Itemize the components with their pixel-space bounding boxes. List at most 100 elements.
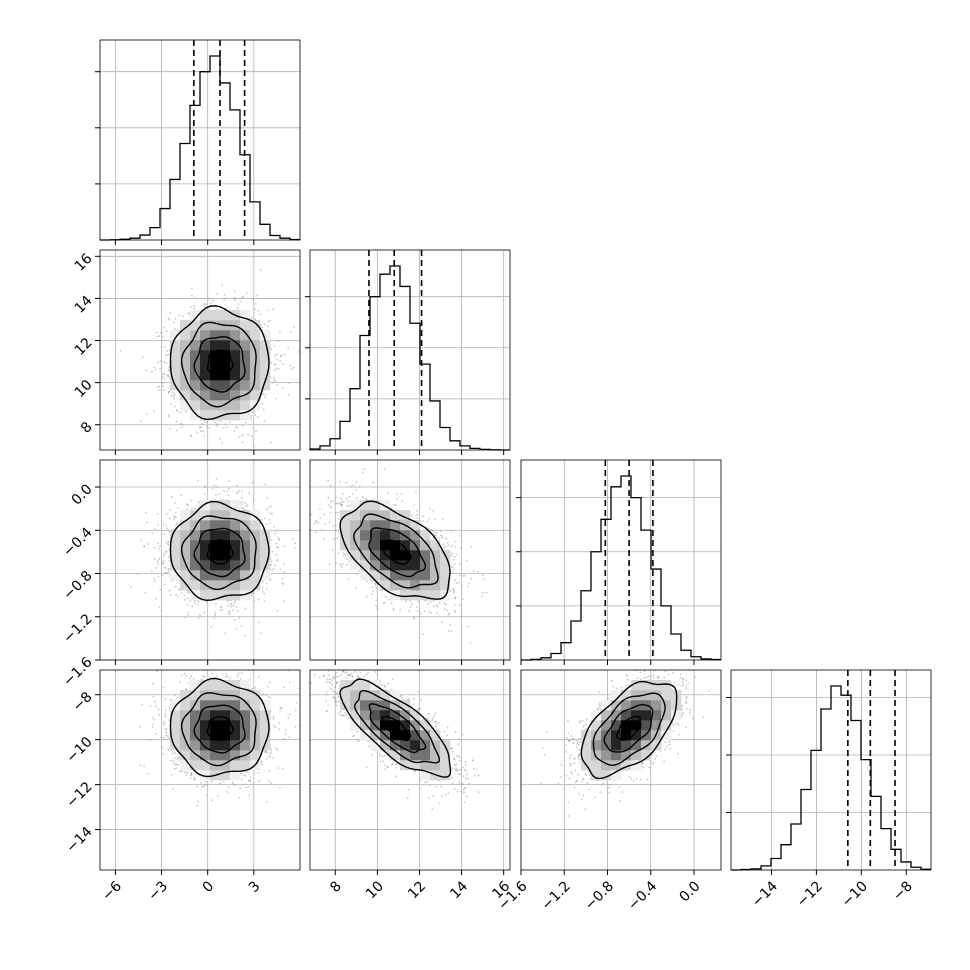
scatter-point (187, 614, 190, 617)
scatter-point (344, 553, 346, 556)
density-cell (250, 390, 261, 401)
scatter-point (165, 524, 167, 527)
scatter-point (359, 671, 362, 674)
scatter-point (655, 662, 657, 664)
scatter-point (652, 761, 655, 764)
scatter-point (353, 734, 355, 737)
scatter-point (473, 774, 476, 777)
scatter-point (279, 354, 282, 357)
scatter-point (331, 679, 333, 681)
scatter-point (337, 712, 340, 715)
scatter-point (216, 423, 219, 425)
density-cell (180, 550, 191, 561)
scatter-point (237, 303, 240, 305)
scatter-point (340, 497, 343, 500)
density-cell (380, 690, 391, 701)
scatter-point (164, 567, 167, 570)
density-cell (260, 570, 271, 581)
scatter-point (708, 690, 710, 692)
scatter-point (599, 708, 602, 711)
scatter-point (207, 667, 209, 669)
scatter-point (413, 703, 415, 706)
density-cell (200, 310, 211, 321)
scatter-point (164, 698, 167, 701)
density-cell (170, 340, 181, 351)
scatter-point (288, 713, 291, 716)
scatter-point (567, 732, 570, 735)
scatter-point (689, 711, 692, 714)
scatter-point (172, 321, 175, 324)
joint-panel-0-2 (99, 459, 301, 661)
density-cell (210, 310, 221, 321)
scatter-point (240, 678, 242, 680)
density-cell (220, 750, 231, 761)
scatter-point (434, 534, 437, 537)
scatter-point (466, 585, 469, 588)
scatter-point (625, 684, 628, 687)
scatter-point (167, 369, 170, 372)
scatter-point (205, 794, 208, 797)
scatter-point (157, 575, 160, 578)
density-cell (370, 500, 381, 511)
scatter-point (420, 699, 422, 701)
scatter-point (145, 511, 147, 514)
scatter-point (203, 493, 206, 495)
scatter-point (162, 389, 165, 391)
density-cell (180, 530, 191, 541)
scatter-point (365, 595, 368, 598)
density-cell (240, 330, 251, 341)
scatter-point (293, 326, 295, 329)
density-cell (180, 320, 191, 331)
density-grid (340, 680, 451, 781)
scatter-point (459, 768, 462, 771)
scatter-point (241, 501, 244, 503)
scatter-point (281, 707, 283, 710)
scatter-point (407, 698, 410, 700)
density-cell (400, 580, 411, 591)
density-cell (170, 720, 181, 731)
scatter-point (261, 402, 264, 405)
density-cell (260, 360, 271, 371)
density-cell (260, 720, 271, 731)
density-cell (230, 500, 241, 511)
scatter-point (282, 738, 285, 740)
density-cell (380, 710, 391, 721)
scatter-point (249, 416, 252, 419)
scatter-point (453, 764, 456, 767)
scatter-point (328, 563, 331, 566)
density-cell (230, 340, 241, 351)
density-cell (220, 770, 231, 781)
density-cell (230, 570, 241, 581)
joint-content (310, 670, 480, 810)
scatter-point (240, 672, 243, 675)
scatter-point (577, 757, 580, 759)
scatter-point (278, 539, 281, 542)
scatter-point (435, 725, 437, 728)
density-cell (380, 510, 391, 521)
density-cell (180, 710, 191, 721)
density-cell (380, 700, 391, 711)
scatter-point (454, 768, 457, 771)
scatter-point (223, 299, 226, 302)
scatter-point (372, 481, 375, 484)
scatter-point (153, 528, 156, 531)
density-cell (420, 570, 431, 581)
scatter-point (175, 594, 177, 596)
scatter-point (454, 611, 457, 614)
scatter-point (279, 786, 281, 789)
scatter-point (162, 574, 164, 576)
scatter-point (476, 571, 479, 573)
scatter-point (335, 701, 338, 704)
density-cell (200, 390, 211, 401)
scatter-point (451, 750, 454, 753)
contour-line (169, 305, 270, 421)
density-cell (210, 320, 221, 331)
density-cell (240, 350, 251, 361)
scatter-point (151, 370, 153, 373)
density-cell (190, 580, 201, 591)
scatter-point (210, 625, 212, 628)
scatter-point (164, 571, 167, 574)
scatter-point (193, 776, 196, 779)
scatter-point (170, 394, 173, 397)
scatter-point (339, 710, 342, 713)
